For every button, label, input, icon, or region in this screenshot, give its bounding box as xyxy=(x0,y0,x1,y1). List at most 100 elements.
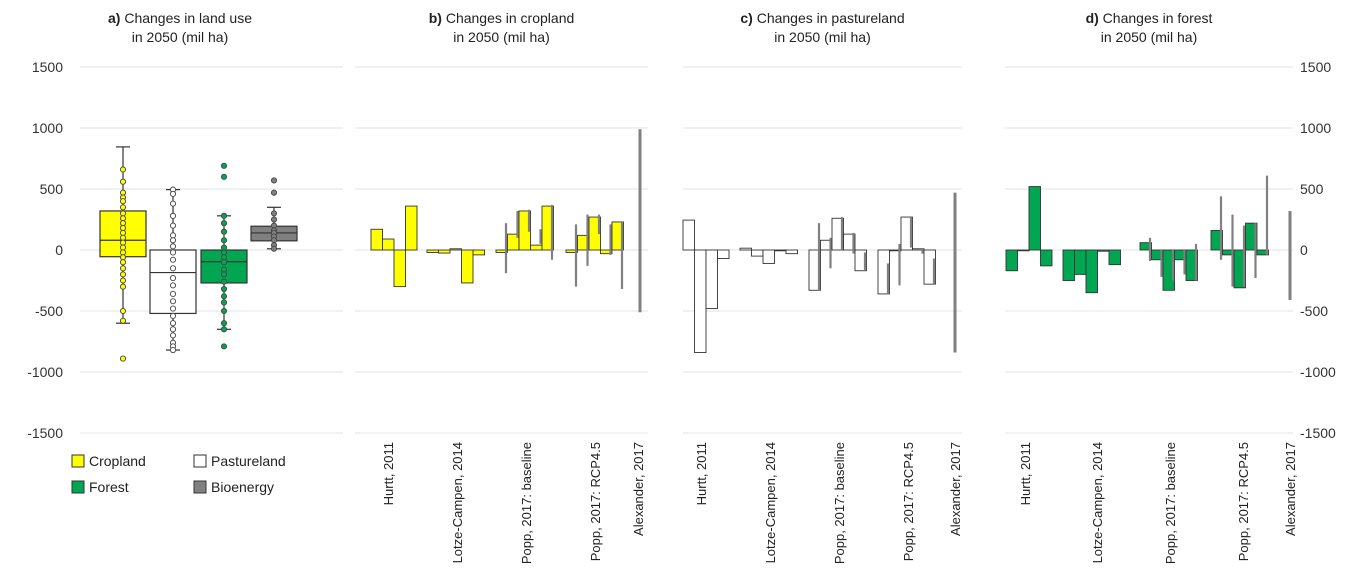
legend-item-pastureland: Pastureland xyxy=(193,453,286,469)
category-label: Lotze-Campen, 2014 xyxy=(1090,442,1105,563)
data-point xyxy=(119,234,127,241)
data-point xyxy=(169,320,177,327)
bar xyxy=(877,249,890,295)
bar xyxy=(762,249,775,264)
bar xyxy=(611,221,624,251)
category-label: Popp, 2017: baseline xyxy=(832,442,847,564)
bar xyxy=(900,216,913,251)
bar xyxy=(495,249,508,253)
data-point xyxy=(119,198,127,205)
y-tick-label: -1500 xyxy=(27,425,63,441)
y-tick-label: 500 xyxy=(40,181,64,197)
panel-a-title: a) Changes in land use xyxy=(108,10,252,26)
data-point xyxy=(119,239,127,246)
y-tick-label: -1500 xyxy=(1300,425,1336,441)
data-point xyxy=(119,249,127,256)
data-point xyxy=(169,222,177,229)
bar xyxy=(449,248,462,251)
data-point xyxy=(119,178,127,185)
bar xyxy=(382,238,395,251)
data-point xyxy=(220,271,228,278)
data-point xyxy=(119,265,127,272)
category-label: Hurtt, 2011 xyxy=(694,442,709,505)
category-label: Lotze-Campen, 2014 xyxy=(450,442,465,563)
bar xyxy=(912,248,925,251)
bar xyxy=(843,233,856,251)
bar xyxy=(472,249,485,256)
data-point xyxy=(169,237,177,244)
data-point xyxy=(220,278,228,285)
data-point xyxy=(169,190,177,197)
y-tick-label: -500 xyxy=(35,303,63,319)
panel-b-title: b) Changes in cropland xyxy=(429,10,575,26)
category-label: Alexander, 2017 xyxy=(631,442,646,536)
data-point xyxy=(169,282,177,289)
panel-c-title: c) Changes in pastureland xyxy=(740,10,904,26)
panel-d-panel-letter: d) xyxy=(1086,10,1099,26)
y-tick-label: 0 xyxy=(55,242,63,258)
bar xyxy=(785,249,798,255)
right-y-axis: 1500 1000 500 0 -500 -1000 -1500 xyxy=(1300,59,1336,441)
bar xyxy=(1139,242,1152,251)
bar xyxy=(751,249,764,257)
data-point xyxy=(119,317,127,324)
legend-item-forest: Forest xyxy=(71,479,129,495)
data-point xyxy=(220,249,228,256)
data-point xyxy=(169,200,177,207)
category-label: Popp, 2017: RCP4.5 xyxy=(1236,442,1251,561)
data-point xyxy=(220,259,228,266)
y-tick-label: 1500 xyxy=(1300,59,1331,75)
y-tick-label: 500 xyxy=(1300,181,1324,197)
legend-item-cropland: Cropland xyxy=(71,453,146,469)
bar xyxy=(739,247,752,251)
legend-item-bioenergy: Bioenergy xyxy=(193,479,274,495)
data-point xyxy=(220,307,228,315)
bar xyxy=(1028,186,1041,251)
data-point xyxy=(169,232,177,239)
panel-a-title-line2: in 2050 (mil ha) xyxy=(132,29,229,45)
bar xyxy=(1017,249,1030,252)
legend-label: Cropland xyxy=(89,453,146,469)
bar xyxy=(1040,249,1053,267)
legend-label: Pastureland xyxy=(211,453,286,469)
data-point xyxy=(169,312,177,319)
data-point xyxy=(169,298,177,305)
bar xyxy=(518,210,531,251)
box-forest xyxy=(200,162,248,350)
category-label: Alexander, 2017 xyxy=(1283,442,1298,536)
data-point xyxy=(119,189,127,196)
panel-b-title-line2: in 2050 (mil ha) xyxy=(453,29,550,45)
bar xyxy=(923,249,936,285)
bar xyxy=(405,205,418,251)
box-pastureland xyxy=(149,186,197,354)
data-point xyxy=(169,305,177,312)
bar xyxy=(530,244,543,251)
legend-swatch xyxy=(71,480,85,494)
panel-d-forest: d) Changes in forest in 2050 (mil ha) Hurt… xyxy=(1005,10,1298,564)
category-label: Alexander, 2017 xyxy=(948,442,963,536)
data-point xyxy=(220,220,228,227)
bar xyxy=(541,205,554,251)
data-point xyxy=(220,320,228,327)
data-point xyxy=(220,162,228,169)
data-point xyxy=(169,249,177,256)
data-point xyxy=(119,204,127,211)
panel-b-panel-letter: b) xyxy=(429,10,442,26)
data-point xyxy=(169,326,177,333)
bar xyxy=(370,228,383,251)
y-tick-label: 0 xyxy=(1300,242,1308,258)
bar xyxy=(1108,249,1121,266)
data-point xyxy=(119,224,127,232)
bar xyxy=(1233,249,1246,289)
y-tick-label: -500 xyxy=(1300,303,1328,319)
y-tick-label: 1000 xyxy=(32,120,63,136)
bar xyxy=(438,249,451,254)
data-point xyxy=(119,166,127,173)
data-point xyxy=(119,229,127,236)
data-point xyxy=(119,307,127,315)
bar xyxy=(854,249,867,272)
bar xyxy=(393,249,406,288)
data-point xyxy=(220,254,228,261)
y-tick-label: -1000 xyxy=(1300,364,1336,380)
panel-b-title-text: Changes in cropland xyxy=(442,10,574,26)
